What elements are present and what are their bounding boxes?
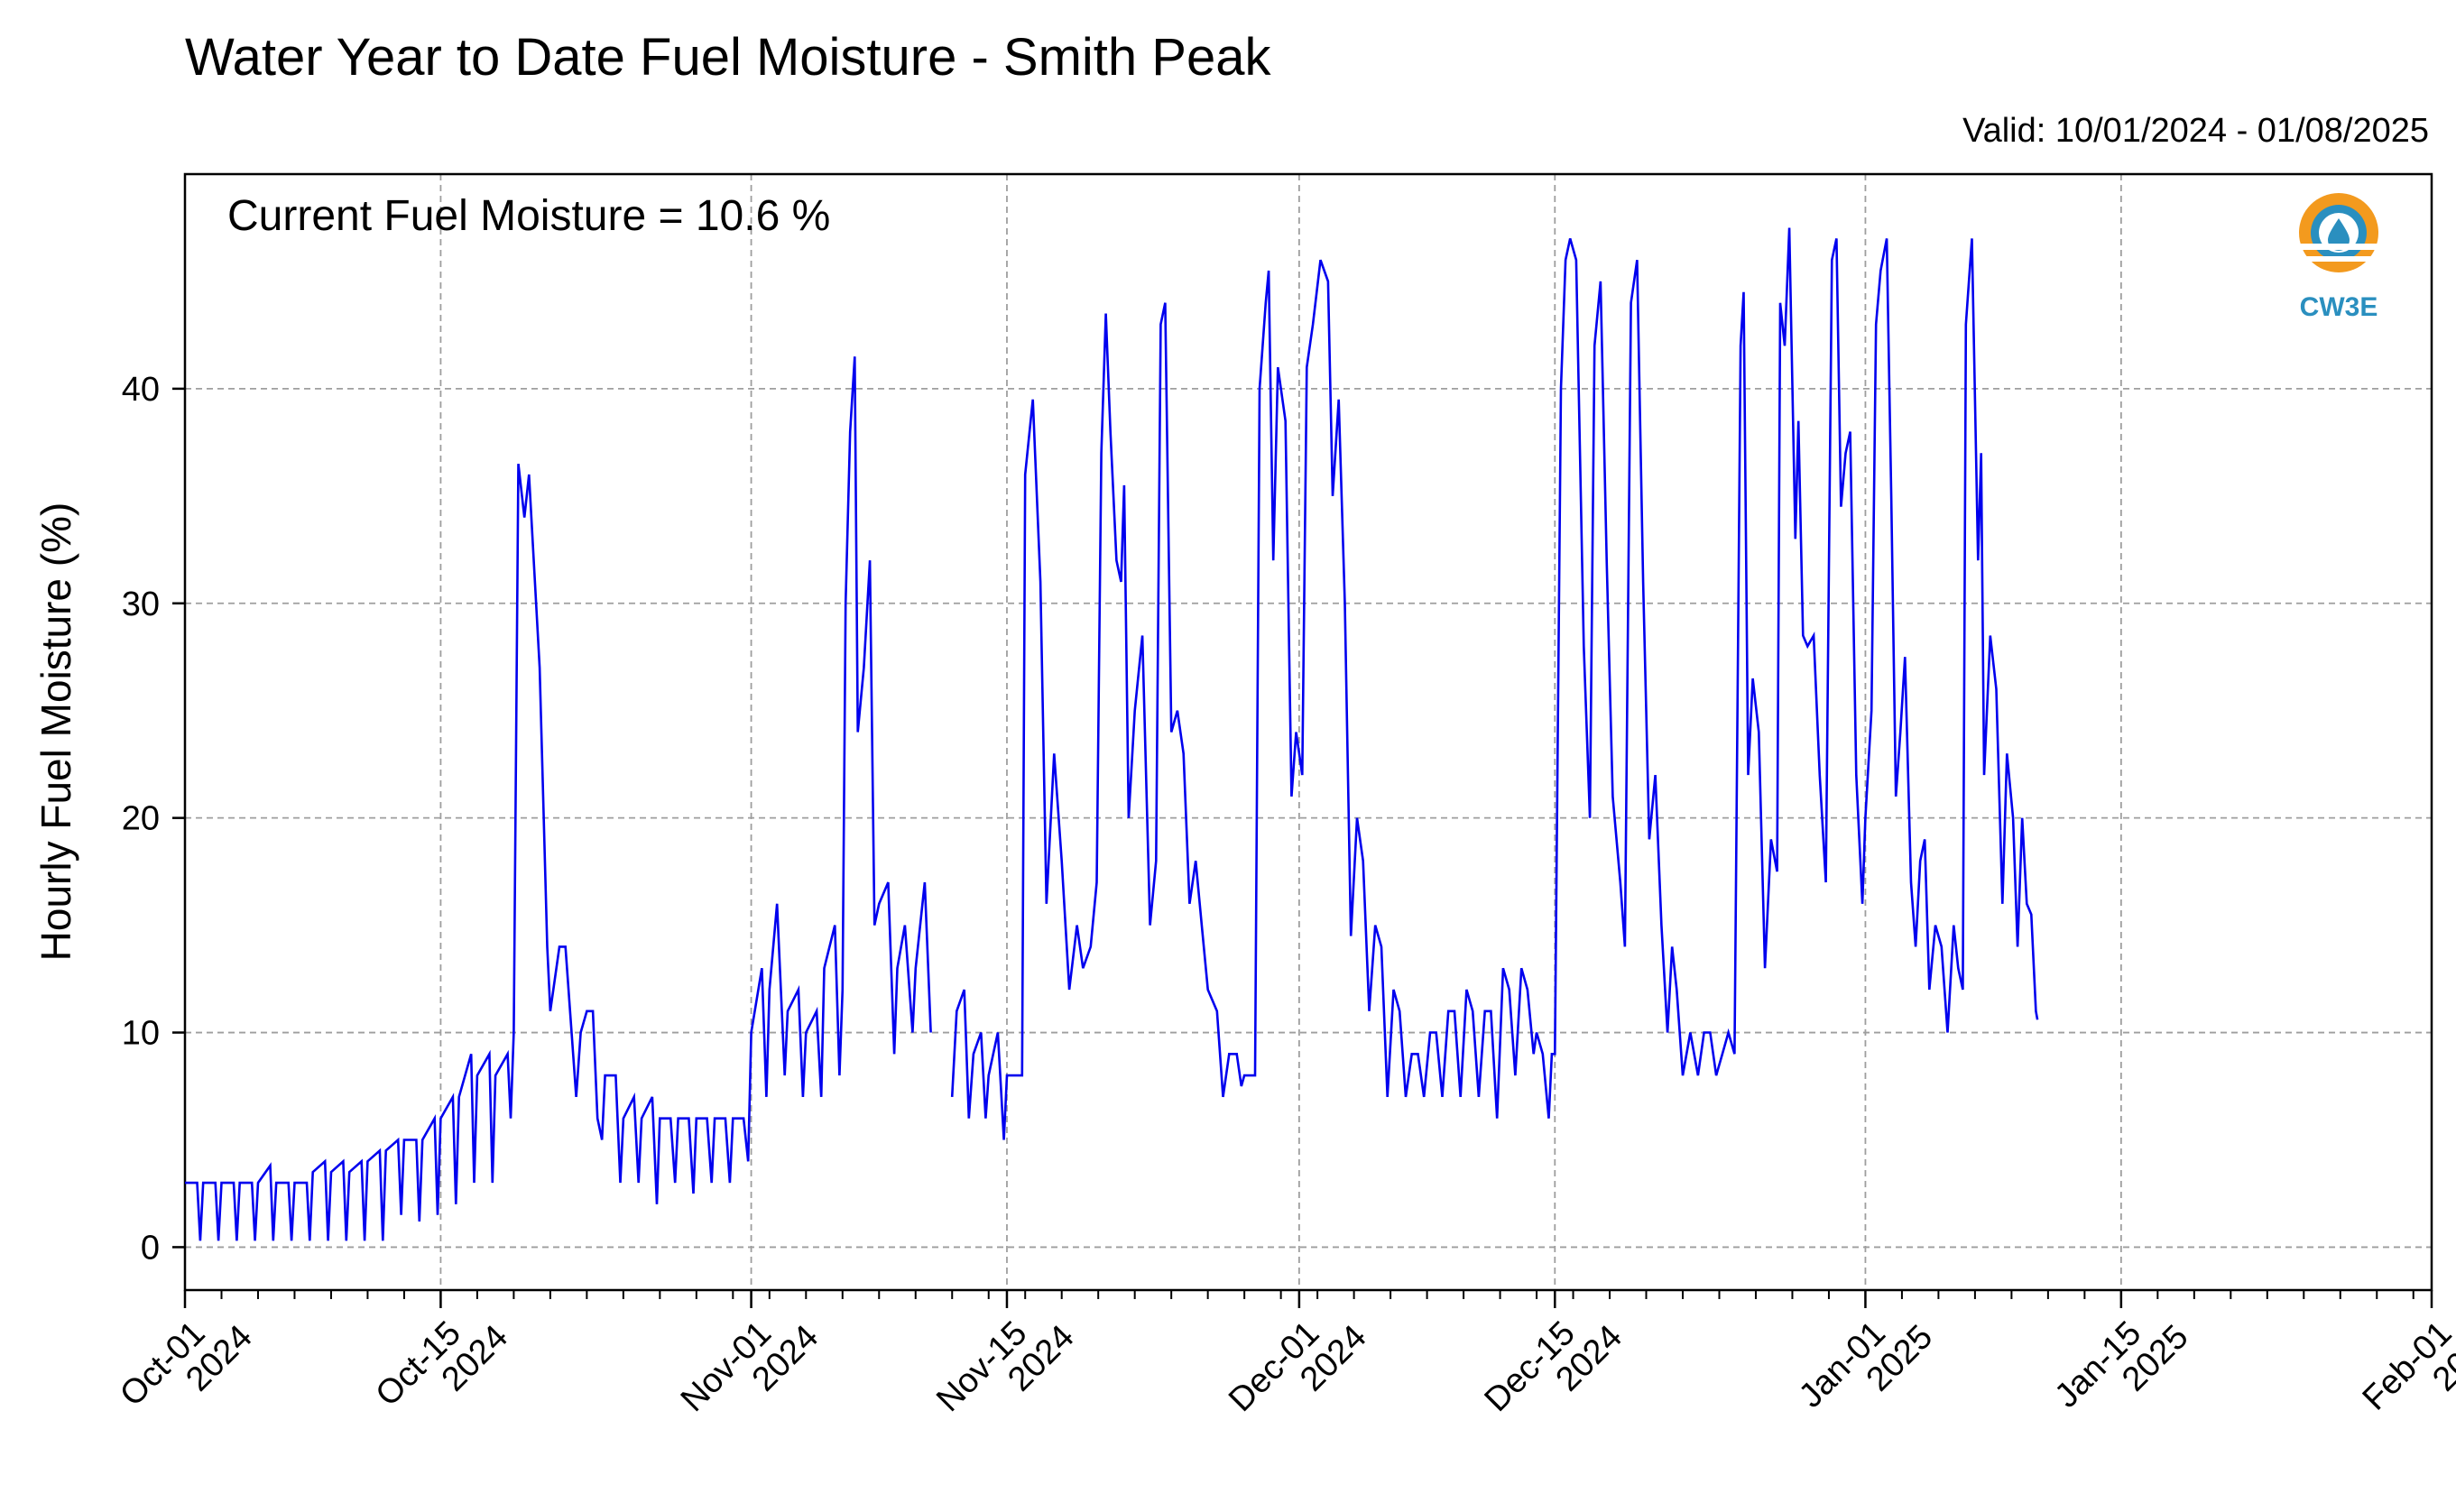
- logo-text: CW3E: [2300, 292, 2378, 322]
- plot-frame: [183, 172, 2433, 1292]
- logo-wave-band-1: [2299, 244, 2378, 250]
- chart-title: Water Year to Date Fuel Moisture - Smith…: [185, 28, 1271, 87]
- fuel-moisture-series-line: [185, 227, 2039, 1241]
- y-tick-label: 0: [141, 1229, 160, 1267]
- grid-lines: [184, 174, 2433, 1290]
- axis-ticks: [172, 387, 2433, 1308]
- y-tick-label: 20: [122, 800, 160, 838]
- logo-wave-band-2: [2299, 256, 2378, 262]
- x-tick-label: Nov-012024: [674, 1293, 826, 1445]
- y-tick-labels: 0 10 20 30 40: [122, 371, 160, 1268]
- y-tick-label: 10: [122, 1015, 160, 1053]
- x-tick-label: Nov-152024: [929, 1293, 1082, 1445]
- x-tick-labels: Oct-012024 Oct-152024 Nov-012024 Nov-152024…: [113, 1293, 2456, 1445]
- current-fuel-moisture-annotation: Current Fuel Moisture = 10.6 %: [227, 192, 830, 240]
- x-tick-label: Oct-012024: [113, 1293, 260, 1440]
- x-tick-label: Jan-012025: [1792, 1293, 1940, 1441]
- x-tick-label: Oct-152024: [369, 1293, 516, 1440]
- valid-date-range: Valid: 10/01/2024 - 01/08/2025: [1962, 112, 2429, 150]
- cw3e-logo: CW3E: [2299, 193, 2378, 322]
- x-tick-label: Dec-152024: [1477, 1293, 1630, 1445]
- y-tick-label: 30: [122, 585, 160, 623]
- y-tick-label: 40: [122, 371, 160, 409]
- series-lines: [185, 227, 2039, 1241]
- y-axis-label: Hourly Fuel Moisture (%): [32, 502, 79, 962]
- x-tick-label: Dec-012024: [1222, 1293, 1374, 1445]
- water-drop-icon: [2328, 218, 2350, 251]
- x-tick-label: Jan-152025: [2048, 1293, 2196, 1441]
- x-tick-label: Feb-012025: [2356, 1293, 2456, 1443]
